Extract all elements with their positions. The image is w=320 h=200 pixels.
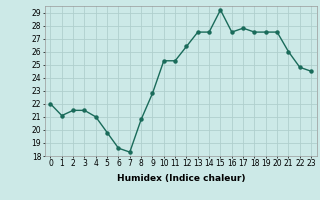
X-axis label: Humidex (Indice chaleur): Humidex (Indice chaleur) (116, 174, 245, 183)
